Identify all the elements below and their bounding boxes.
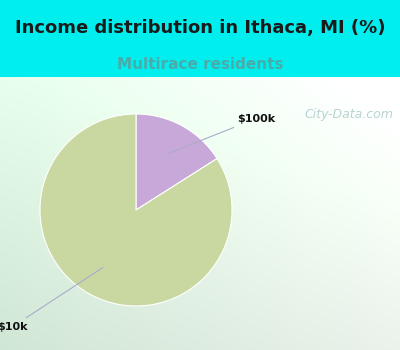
Text: Income distribution in Ithaca, MI (%): Income distribution in Ithaca, MI (%) (15, 19, 385, 37)
Text: City-Data.com: City-Data.com (304, 108, 393, 121)
Wedge shape (136, 114, 217, 210)
Text: $100k: $100k (169, 114, 275, 153)
Wedge shape (40, 114, 232, 306)
Text: Multirace residents: Multirace residents (117, 57, 283, 72)
Text: $10k: $10k (0, 267, 103, 332)
